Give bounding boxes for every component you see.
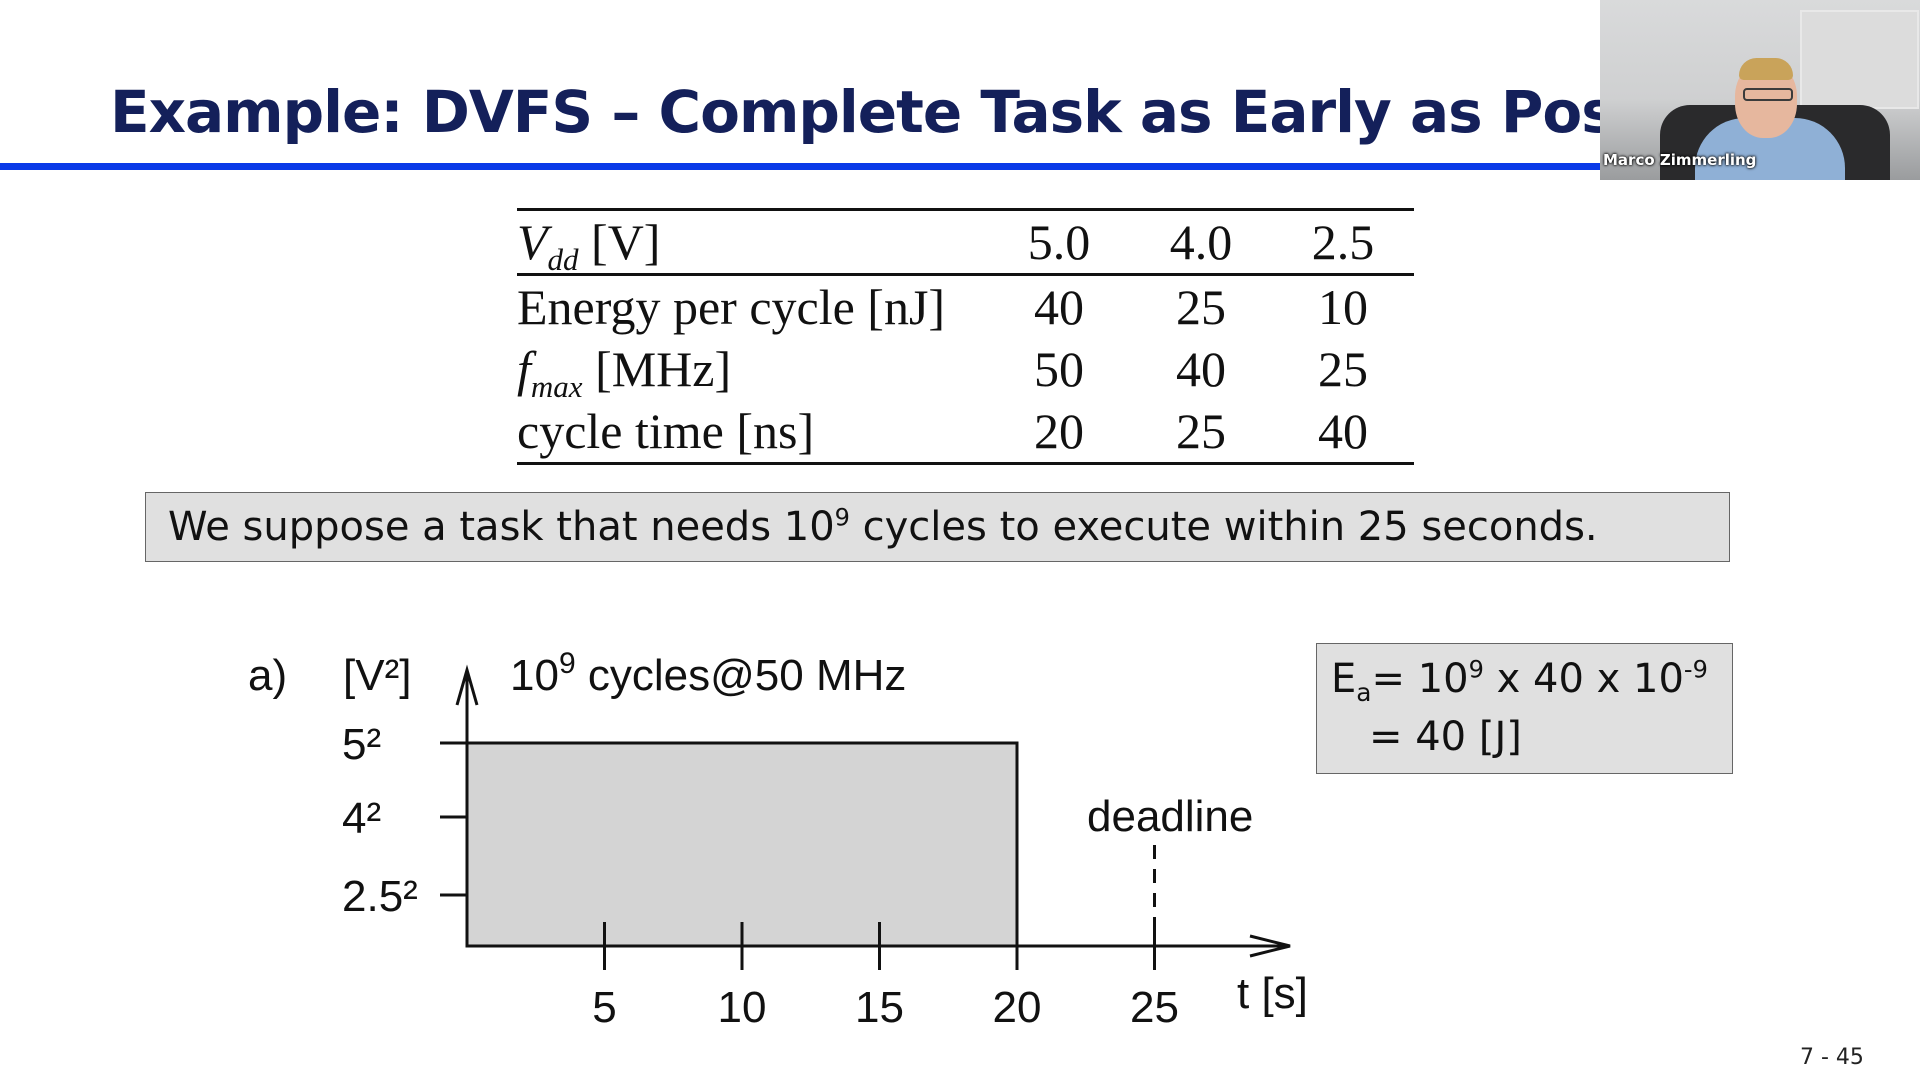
y-axis-arrow [455, 664, 479, 706]
table-row: Energy per cycle [nJ] 40 25 10 [517, 275, 1414, 339]
table-cell: 5.0 [988, 208, 1130, 276]
assumption-text: We suppose a task that needs 10 [168, 504, 835, 550]
x-axis-label: t [s] [1237, 969, 1308, 1018]
table-cell: 10 [1318, 279, 1368, 335]
vdd-header-label: Vdd [V] [517, 208, 988, 276]
x-tick-label: 15 [855, 983, 904, 1032]
x-axis-arrow [1249, 934, 1291, 958]
row-label: Energy per cycle [nJ] [517, 279, 946, 335]
speaker-hair [1739, 58, 1793, 80]
assumption-exponent: 9 [834, 503, 850, 532]
voltage-table: Vdd [V] 5.0 4.0 2.5 Energy per cycle [nJ… [517, 208, 1414, 465]
energy-calculation-box: Ea= 109 x 40 x 10-9 = 40 [J] [1316, 643, 1733, 774]
task-annotation: 109 cycles@50 MHz [510, 647, 906, 700]
x-tick-label: 10 [718, 983, 767, 1032]
y-axis-label: [V²] [343, 651, 411, 700]
x-tick-label: 20 [993, 983, 1042, 1032]
y-tick-label: 2.5² [342, 872, 418, 921]
table-cell: 40 [1272, 400, 1414, 465]
speaker-glasses [1743, 88, 1793, 101]
x-tick-label: 25 [1130, 983, 1179, 1032]
panel-label: a) [248, 651, 287, 700]
table-cell: 4.0 [1130, 208, 1272, 276]
table-cell: 25 [1318, 341, 1368, 397]
table-cell: 2.5 [1272, 208, 1414, 276]
chart-marks: 5² 4² 2.5² 5 10 15 20 25 [342, 664, 1291, 1032]
table-row: cycle time [ns] 20 25 40 [517, 400, 1414, 465]
table-cell: 50 [1034, 341, 1084, 397]
participant-name-label: Marco Zimmerling [1603, 151, 1757, 169]
title-underline [0, 163, 1920, 170]
table-cell: 25 [1176, 279, 1226, 335]
table-row: fmax [MHz] 50 40 25 [517, 338, 1414, 404]
x-tick-label: 5 [592, 983, 616, 1032]
table-header-row: Vdd [V] 5.0 4.0 2.5 [517, 208, 1414, 276]
y-tick-label: 5² [342, 720, 381, 769]
assumption-box: We suppose a task that needs 109 cycles … [145, 492, 1730, 562]
row-label: fmax [MHz] [517, 341, 732, 404]
table-cell: 40 [1034, 279, 1084, 335]
energy-area-rect [465, 741, 1019, 948]
row-label: cycle time [ns] [517, 400, 988, 465]
y-tick-label: 4² [342, 794, 381, 843]
page-number: 7 - 45 [1800, 1045, 1864, 1070]
assumption-text-rest: cycles to execute within 25 seconds. [849, 504, 1598, 550]
energy-line-2: = 40 [J] [1369, 714, 1522, 760]
energy-line-1: Ea= 109 x 40 x 10-9 [1331, 655, 1708, 707]
table-cell: 40 [1176, 341, 1226, 397]
deadline-label: deadline [1087, 792, 1253, 841]
slide-title: Example: DVFS – Complete Task as Early a… [110, 78, 1709, 146]
webcam-video-tile[interactable]: Marco Zimmerling [1600, 0, 1920, 180]
table-cell: 25 [1130, 400, 1272, 465]
table-cell: 20 [988, 400, 1130, 465]
